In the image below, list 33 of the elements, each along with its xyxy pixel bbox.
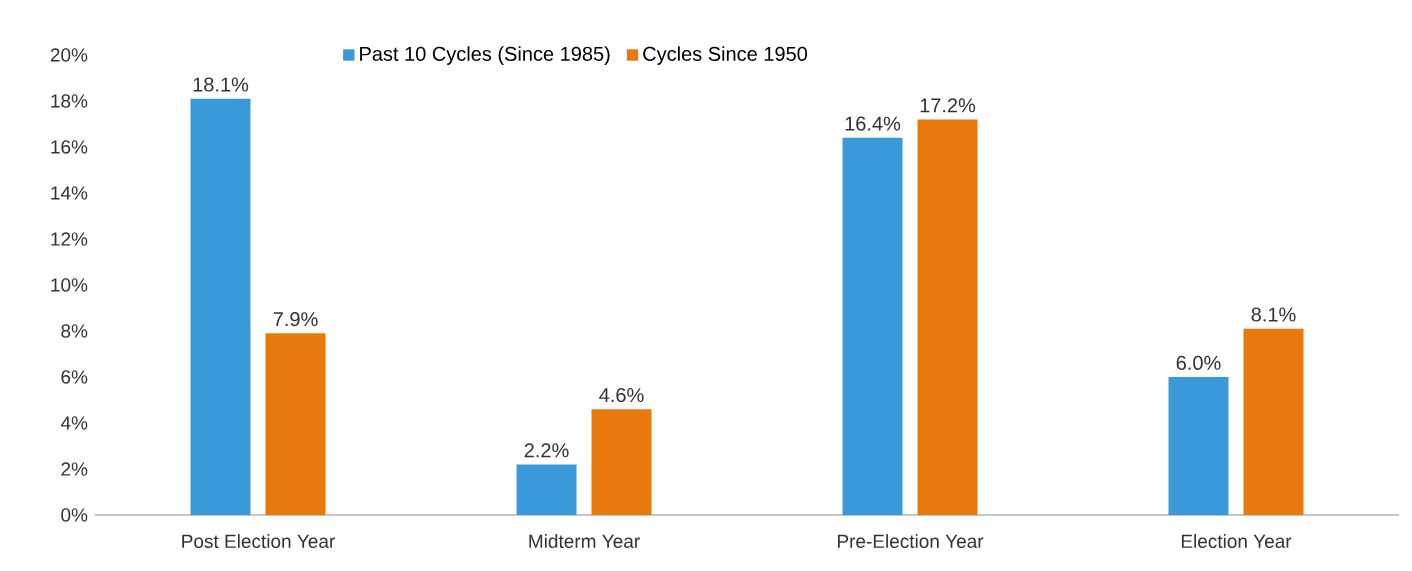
bar xyxy=(917,119,978,515)
y-tick-label: 16% xyxy=(51,140,88,154)
x-tick-label: Post Election Year xyxy=(182,534,335,549)
data-label: 7.9% xyxy=(273,312,318,327)
bar xyxy=(591,409,652,515)
y-tick-label: 2% xyxy=(61,462,88,476)
y-tick-label: 10% xyxy=(51,278,88,292)
x-tick-label: Pre-Election Year xyxy=(838,534,984,549)
data-label: 2.2% xyxy=(524,443,569,458)
y-tick-label: 20% xyxy=(50,48,88,62)
legend-label: Past 10 Cycles (Since 1985) xyxy=(360,46,610,65)
y-tick-label: 0% xyxy=(61,508,88,522)
y-tick-label: 14% xyxy=(51,186,88,200)
y-tick-label: 12% xyxy=(51,232,88,246)
legend-label: Cycles Since 1950 xyxy=(643,46,808,65)
data-label: 6.0% xyxy=(1176,355,1221,370)
bar xyxy=(265,333,326,515)
data-label: 18.1% xyxy=(193,77,249,92)
bar xyxy=(842,137,903,515)
x-tick-label: Election Year xyxy=(1181,534,1292,549)
data-label: 16.4% xyxy=(845,116,901,131)
x-tick-label: Midterm Year xyxy=(529,534,640,549)
data-label: 17.2% xyxy=(920,98,976,113)
y-tick-label: 4% xyxy=(60,416,88,430)
y-tick-label: 6% xyxy=(61,370,88,384)
bar xyxy=(190,98,251,515)
y-tick-label: 18% xyxy=(51,94,88,108)
data-label: 8.1% xyxy=(1251,307,1296,322)
bar xyxy=(1243,328,1304,515)
data-label: 4.6% xyxy=(599,387,644,403)
bar xyxy=(1168,376,1229,515)
y-tick-label: 8% xyxy=(61,324,88,338)
bar xyxy=(516,464,577,515)
